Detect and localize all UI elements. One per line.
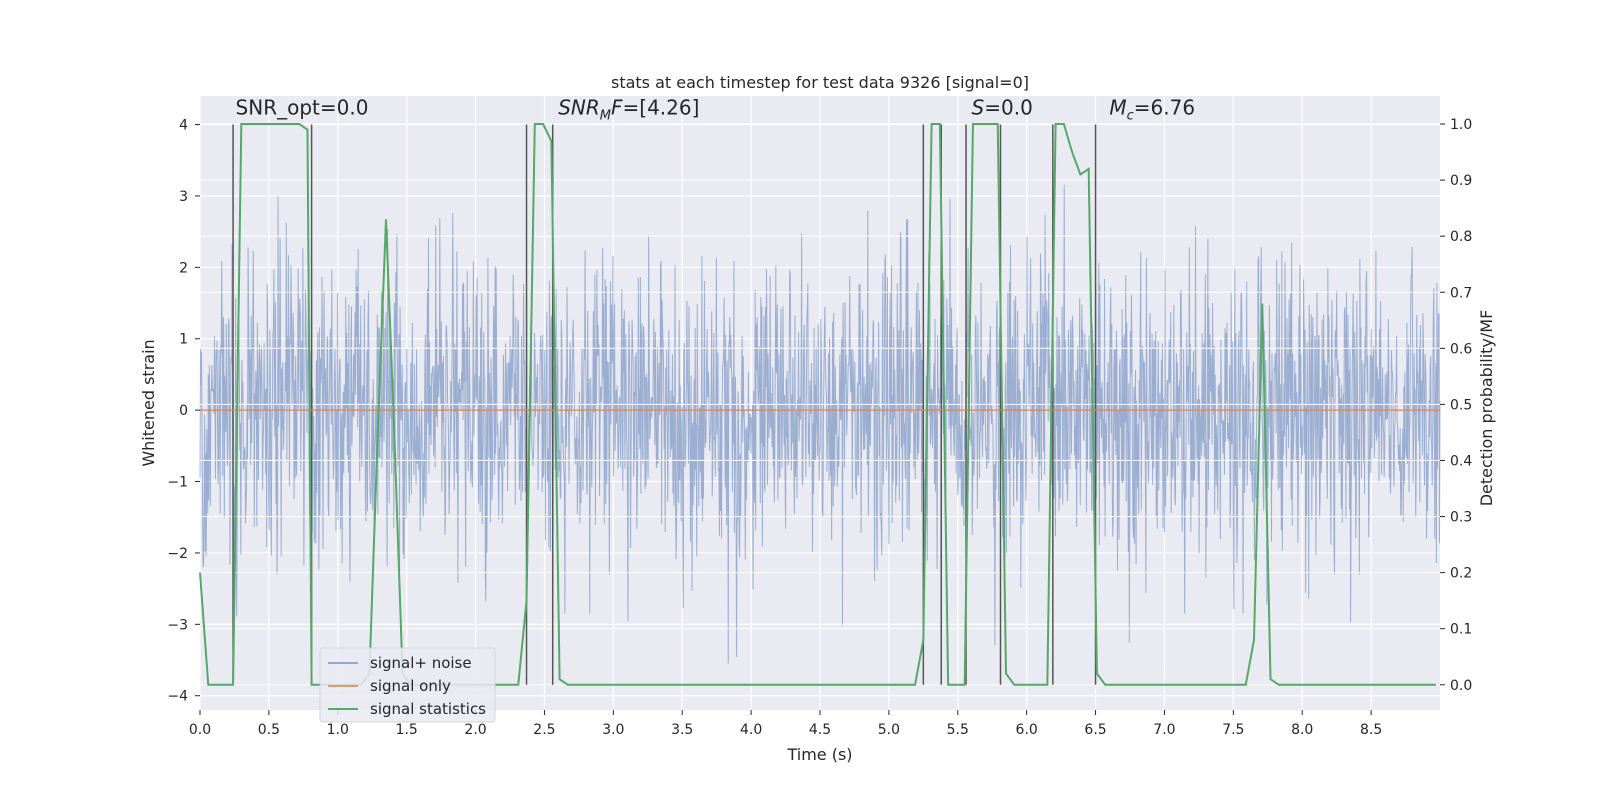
x-tick-label: 7.0 — [1153, 722, 1175, 738]
y-tick-label: 1 — [179, 332, 188, 348]
legend: signal+ noise signal only signal statist… — [319, 647, 496, 723]
x-axis-label: Time (s) — [786, 745, 852, 764]
x-tick-label: 0.5 — [258, 722, 280, 738]
grid-overlay — [200, 123, 1440, 686]
y-tick-label: 3 — [179, 189, 188, 205]
y2-tick-label: 0.5 — [1450, 397, 1472, 413]
y2-tick-label: 0.2 — [1450, 566, 1472, 582]
annotation-0: SNR_opt=0.0 — [236, 95, 369, 119]
y-tick-label: 2 — [179, 260, 188, 276]
y-tick-label: 0 — [179, 403, 188, 419]
x-tick-label: 3.5 — [671, 722, 693, 738]
x-tick-label: 6.0 — [1016, 722, 1038, 738]
annotation-layer: SNR_opt=0.0 SNRMF=[4.26] S=0.0 Mc=6.76 — [236, 95, 1195, 123]
annotation-1: SNRMF=[4.26] — [558, 95, 699, 123]
series-layer — [199, 123, 1440, 686]
y2-tick-label: 0.7 — [1450, 285, 1472, 301]
x-tick-label: 8.0 — [1291, 722, 1313, 738]
y-tick-label: −3 — [167, 617, 188, 633]
legend-label-signal-noise: signal+ noise — [370, 654, 472, 672]
x-tick-label: 1.0 — [327, 722, 349, 738]
x-tick-label: 5.5 — [947, 722, 969, 738]
y2-axis-label: Detection probability/MF — [1477, 310, 1496, 507]
series-signal-noise — [199, 184, 1441, 664]
x-tick-label: 4.5 — [809, 722, 831, 738]
y2-tick-label: 0.8 — [1450, 229, 1472, 245]
annotation-3: Mc=6.76 — [1109, 95, 1195, 123]
y-tick-label: 4 — [179, 118, 188, 134]
x-tick-label: 5.0 — [878, 722, 900, 738]
y-tick-label: −2 — [167, 546, 188, 562]
x-tick-label: 1.5 — [396, 722, 418, 738]
legend-label-signal-statistics: signal statistics — [370, 700, 486, 718]
y2-tick-label: 1.0 — [1450, 117, 1472, 133]
x-tick-label: 6.5 — [1084, 722, 1106, 738]
y2-tick-label: 0.1 — [1450, 622, 1472, 638]
y-tick-label: −4 — [167, 689, 188, 705]
x-tick-label: 3.0 — [602, 722, 624, 738]
y2-tick-label: 0.0 — [1450, 678, 1472, 694]
legend-label-signal-only: signal only — [370, 677, 451, 695]
y2-tick-label: 0.4 — [1450, 453, 1472, 469]
annotation-2: S=0.0 — [972, 95, 1033, 119]
x-tick-label: 4.0 — [740, 722, 762, 738]
legend-box — [319, 647, 496, 723]
x-tick-label: 0.0 — [189, 722, 211, 738]
y-tick-label: −1 — [167, 475, 188, 491]
y-axis-label: Whitened strain — [139, 339, 158, 466]
axis-layer: 0.0 0.5 1.0 1.5 2.0 2.5 3.0 3.5 4.0 4.5 5.0 5.5 6.0 6… — [167, 117, 1472, 738]
y2-tick-label: 0.9 — [1450, 173, 1472, 189]
series-signal-statistics — [199, 123, 1436, 686]
noise-layer — [199, 184, 1441, 664]
x-tick-label: 2.0 — [464, 722, 486, 738]
x-tick-label: 2.5 — [533, 722, 555, 738]
y2-tick-label: 0.6 — [1450, 341, 1472, 357]
y2-tick-label: 0.3 — [1450, 510, 1472, 526]
chart-title: stats at each timestep for test data 932… — [611, 73, 1029, 92]
x-tick-label: 7.5 — [1222, 722, 1244, 738]
x-tick-label: 8.5 — [1360, 722, 1382, 738]
